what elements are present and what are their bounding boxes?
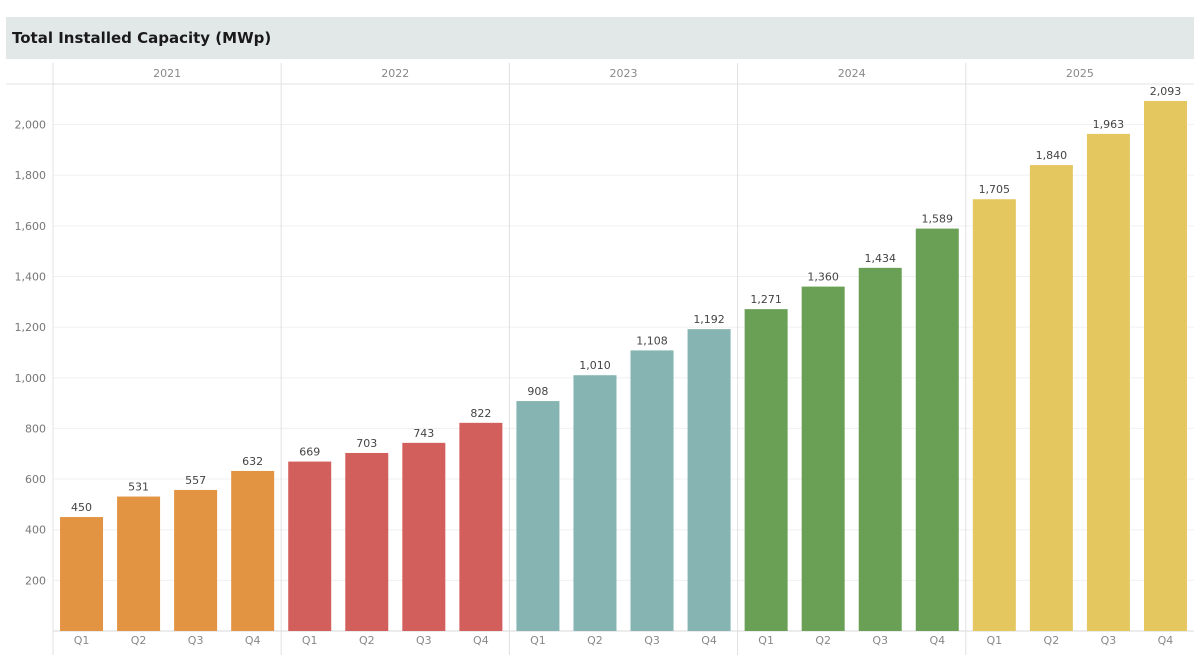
y-tick-label: 1,000 xyxy=(15,372,47,385)
bar-value-label: 1,705 xyxy=(979,183,1011,196)
bar-value-label: 1,010 xyxy=(579,359,611,372)
bar xyxy=(288,461,332,631)
quarter-label: Q2 xyxy=(1044,634,1060,647)
quarter-label: Q4 xyxy=(929,634,945,647)
y-tick-label: 600 xyxy=(25,473,46,486)
chart-title-bar: Total Installed Capacity (MWp) xyxy=(6,17,1194,59)
bar-value-label: 1,963 xyxy=(1093,118,1125,131)
bar xyxy=(174,489,218,631)
bar xyxy=(687,329,731,631)
bar xyxy=(744,309,788,631)
bar-value-label: 2,093 xyxy=(1150,85,1182,98)
quarter-label: Q3 xyxy=(188,634,204,647)
chart-title: Total Installed Capacity (MWp) xyxy=(12,29,272,47)
bar-value-label: 1,589 xyxy=(922,213,954,226)
quarter-label: Q3 xyxy=(644,634,660,647)
bar-value-label: 822 xyxy=(470,407,491,420)
bar xyxy=(801,286,845,631)
y-tick-label: 2,000 xyxy=(15,119,47,132)
bar xyxy=(60,517,104,631)
bar-value-label: 703 xyxy=(356,437,377,450)
quarter-label: Q4 xyxy=(473,634,489,647)
bar-value-label: 743 xyxy=(413,427,434,440)
y-tick-label: 400 xyxy=(25,524,46,537)
bar-value-label: 1,271 xyxy=(750,293,782,306)
bar-value-label: 557 xyxy=(185,474,206,487)
year-label: 2025 xyxy=(1066,67,1094,80)
y-tick-label: 1,200 xyxy=(15,321,47,334)
quarter-label: Q4 xyxy=(1158,634,1174,647)
quarter-label: Q4 xyxy=(245,634,261,647)
bar xyxy=(516,401,560,631)
bar-value-label: 908 xyxy=(527,385,548,398)
bar xyxy=(858,267,902,631)
bar xyxy=(345,452,389,631)
quarter-label: Q1 xyxy=(74,634,90,647)
y-tick-label: 800 xyxy=(25,422,46,435)
bar-value-label: 531 xyxy=(128,481,149,494)
quarter-label: Q1 xyxy=(758,634,774,647)
quarter-label: Q2 xyxy=(131,634,147,647)
bar xyxy=(630,350,674,631)
bar-value-label: 1,434 xyxy=(864,252,896,265)
quarter-label: Q4 xyxy=(701,634,717,647)
year-label: 2023 xyxy=(610,67,638,80)
bar xyxy=(573,375,617,631)
bar-value-label: 632 xyxy=(242,455,263,468)
bar xyxy=(915,228,959,631)
bar-value-label: 1,840 xyxy=(1036,149,1068,162)
bar-value-label: 1,360 xyxy=(807,271,839,284)
bar xyxy=(117,496,161,631)
quarter-label: Q2 xyxy=(359,634,375,647)
quarter-label: Q1 xyxy=(986,634,1002,647)
y-tick-label: 1,600 xyxy=(15,220,47,233)
y-tick-label: 1,400 xyxy=(15,270,47,283)
bar xyxy=(402,442,446,631)
quarter-label: Q3 xyxy=(872,634,888,647)
bar-value-label: 1,192 xyxy=(693,313,725,326)
quarter-label: Q2 xyxy=(815,634,831,647)
bar xyxy=(1143,100,1187,631)
bar xyxy=(231,470,275,631)
bar-value-label: 1,108 xyxy=(636,334,668,347)
quarter-label: Q2 xyxy=(587,634,603,647)
year-label: 2021 xyxy=(153,67,181,80)
quarter-label: Q3 xyxy=(416,634,432,647)
year-label: 2024 xyxy=(838,67,866,80)
quarter-label: Q1 xyxy=(302,634,318,647)
quarter-label: Q3 xyxy=(1101,634,1117,647)
y-tick-label: 200 xyxy=(25,574,46,587)
y-tick-label: 1,800 xyxy=(15,169,47,182)
bar xyxy=(459,422,503,631)
bar xyxy=(972,199,1016,631)
bar-value-label: 450 xyxy=(71,501,92,514)
bar xyxy=(1029,165,1073,631)
quarter-label: Q1 xyxy=(530,634,546,647)
bar xyxy=(1086,133,1130,631)
bar-value-label: 669 xyxy=(299,446,320,459)
year-label: 2022 xyxy=(381,67,409,80)
